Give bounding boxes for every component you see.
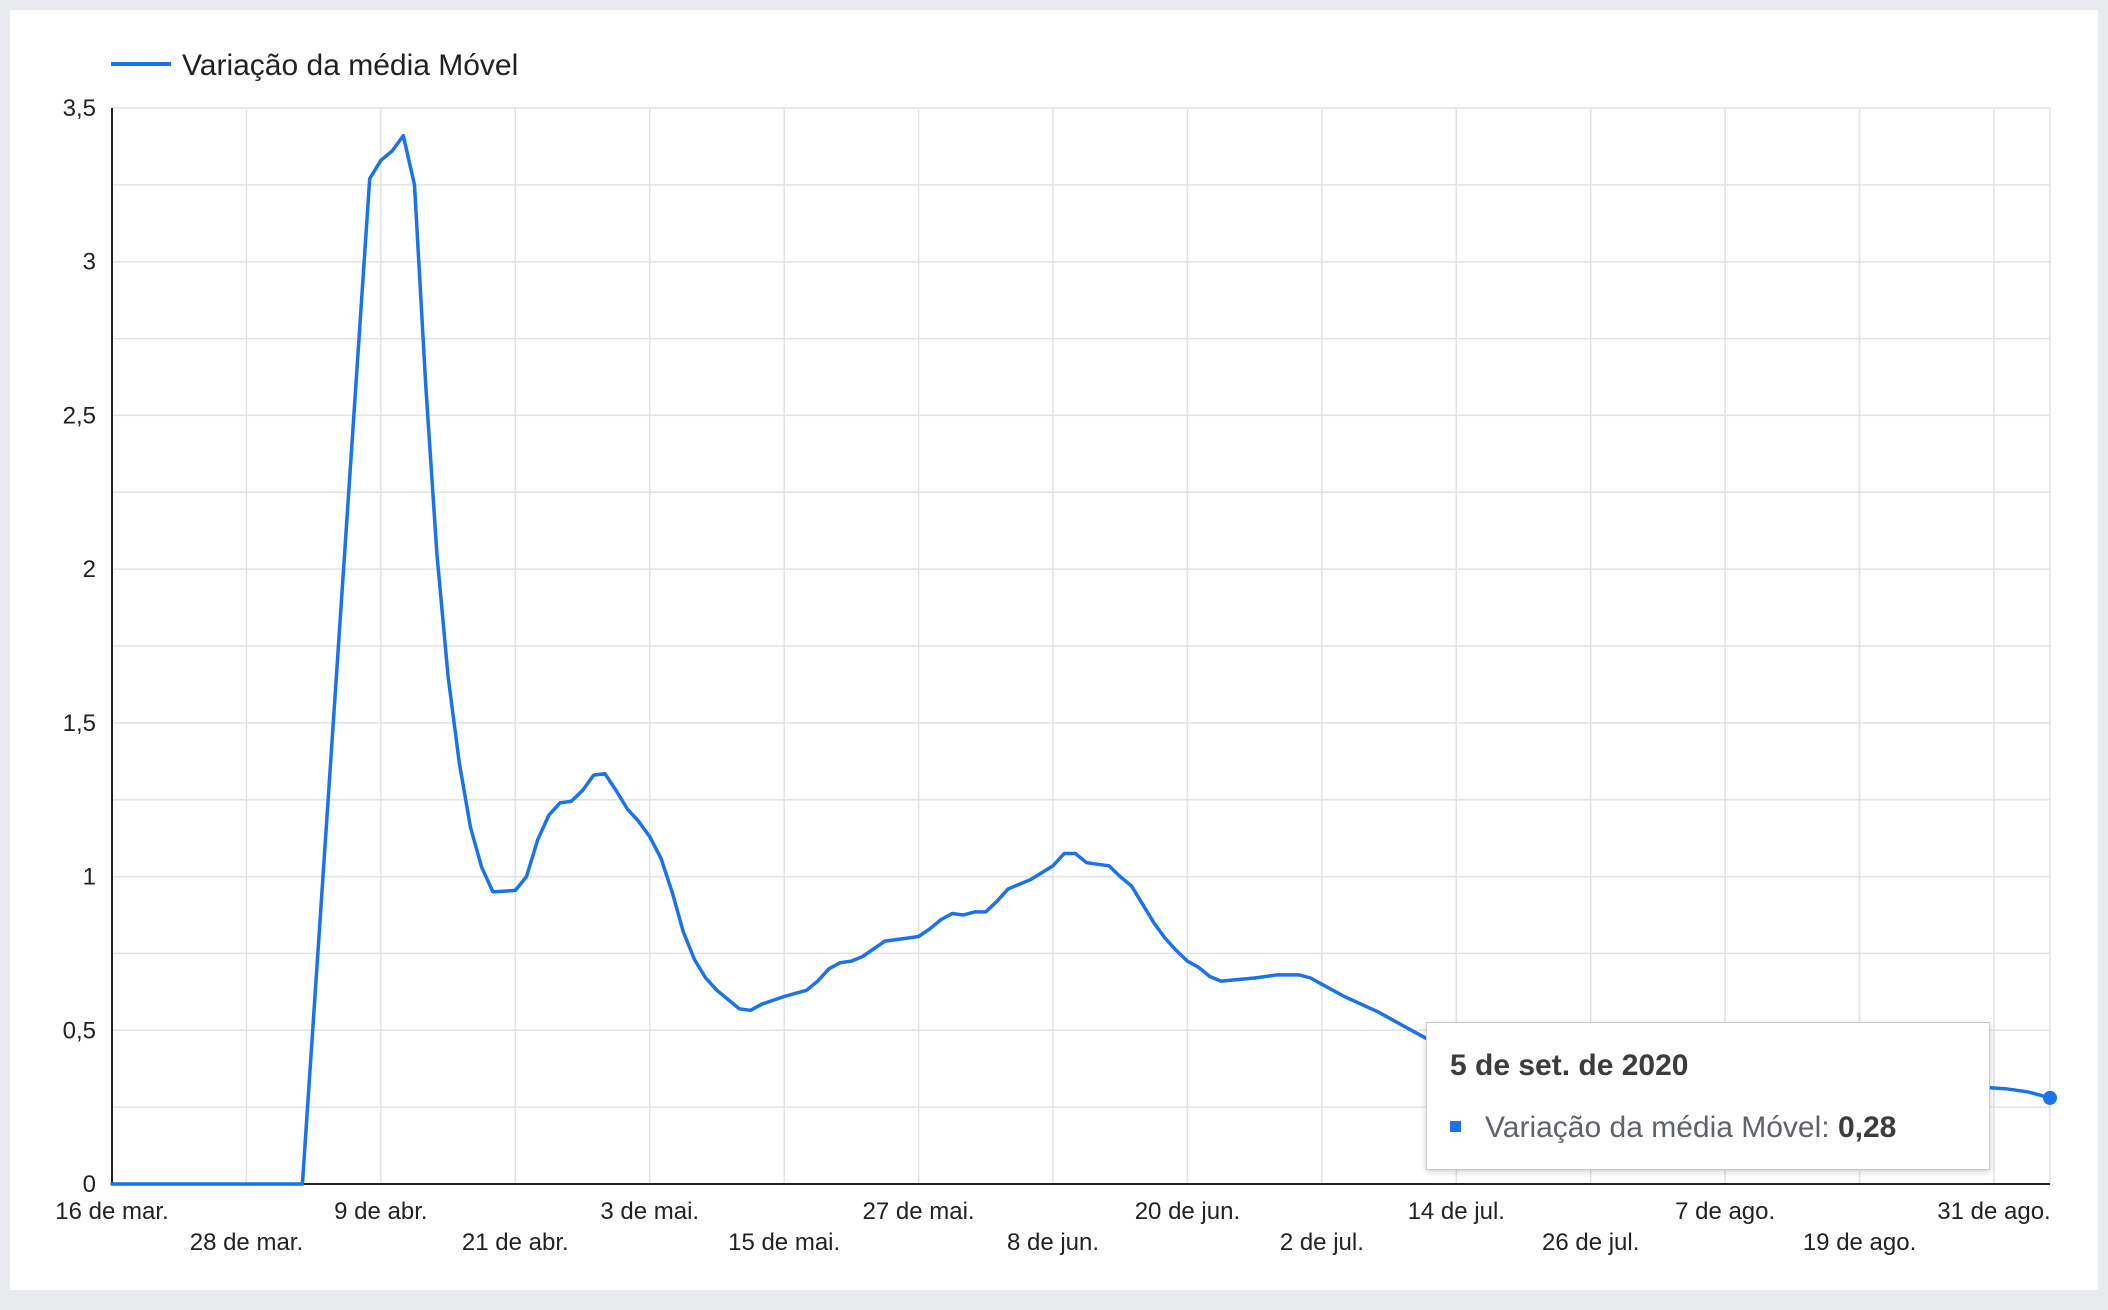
x-tick-label: 31 de ago. — [1937, 1198, 2050, 1225]
axes — [111, 108, 2050, 1185]
y-tick-label: 3 — [83, 249, 96, 276]
x-tick-label: 14 de jul. — [1408, 1198, 1505, 1225]
tooltip-series-label: Variação da média Móvel: — [1485, 1111, 1830, 1144]
x-tick-label: 7 de ago. — [1675, 1198, 1775, 1225]
tooltip: 5 de set. de 2020 Variação da média Móve… — [1426, 1022, 1990, 1170]
x-tick-label: 21 de abr. — [462, 1229, 569, 1256]
legend-label: Variação da média Móvel — [182, 49, 518, 82]
x-tick-label: 20 de jun. — [1135, 1198, 1240, 1225]
tooltip-date: 5 de set. de 2020 — [1450, 1049, 1689, 1082]
x-tick-label: 8 de jun. — [1007, 1229, 1099, 1256]
y-tick-label: 2 — [83, 556, 96, 583]
y-tick-label: 0,5 — [63, 1017, 96, 1044]
x-tick-label: 15 de mai. — [728, 1229, 840, 1256]
y-tick-label: 3,5 — [63, 95, 96, 122]
chart-card: Variação da média Móvel 0 0,5 1 1,5 2 2,5 3 3,5… — [10, 10, 2098, 1290]
y-tick-labels: 0 0,5 1 1,5 2 2,5 3 3,5 — [63, 95, 96, 1198]
tooltip-value: 0,28 — [1837, 1111, 1897, 1144]
x-tick-labels: 16 de mar. 9 de abr. 3 de mai. 27 de mai. 20… — [55, 1198, 2050, 1256]
x-tick-label: 16 de mar. — [55, 1198, 168, 1225]
x-tick-label: 3 de mai. — [600, 1198, 699, 1225]
series-layer[interactable] — [110, 133, 2057, 1186]
tooltip-series-swatch — [1450, 1120, 1461, 1132]
line-chart: Variação da média Móvel 0 0,5 1 1,5 2 2,5 3 3,5… — [55, 49, 2057, 1256]
x-tick-label: 19 de ago. — [1803, 1229, 1916, 1256]
y-tick-label: 0 — [83, 1171, 96, 1198]
y-tick-label: 1 — [83, 864, 96, 891]
hovered-data-point — [2043, 1090, 2057, 1105]
x-tick-label: 2 de jul. — [1280, 1229, 1364, 1256]
x-tick-label: 9 de abr. — [334, 1198, 427, 1225]
tooltip-row: Variação da média Móvel: 0,28 — [1450, 1111, 1896, 1145]
x-tick-label: 26 de jul. — [1542, 1229, 1639, 1256]
series-line — [110, 133, 2052, 1186]
x-tick-label: 27 de mai. — [863, 1198, 975, 1225]
y-tick-label: 2,5 — [63, 402, 96, 429]
x-tick-label: 28 de mar. — [190, 1229, 303, 1256]
grid — [111, 107, 2051, 1185]
legend[interactable]: Variação da média Móvel — [111, 49, 518, 82]
y-tick-label: 1,5 — [63, 710, 96, 737]
